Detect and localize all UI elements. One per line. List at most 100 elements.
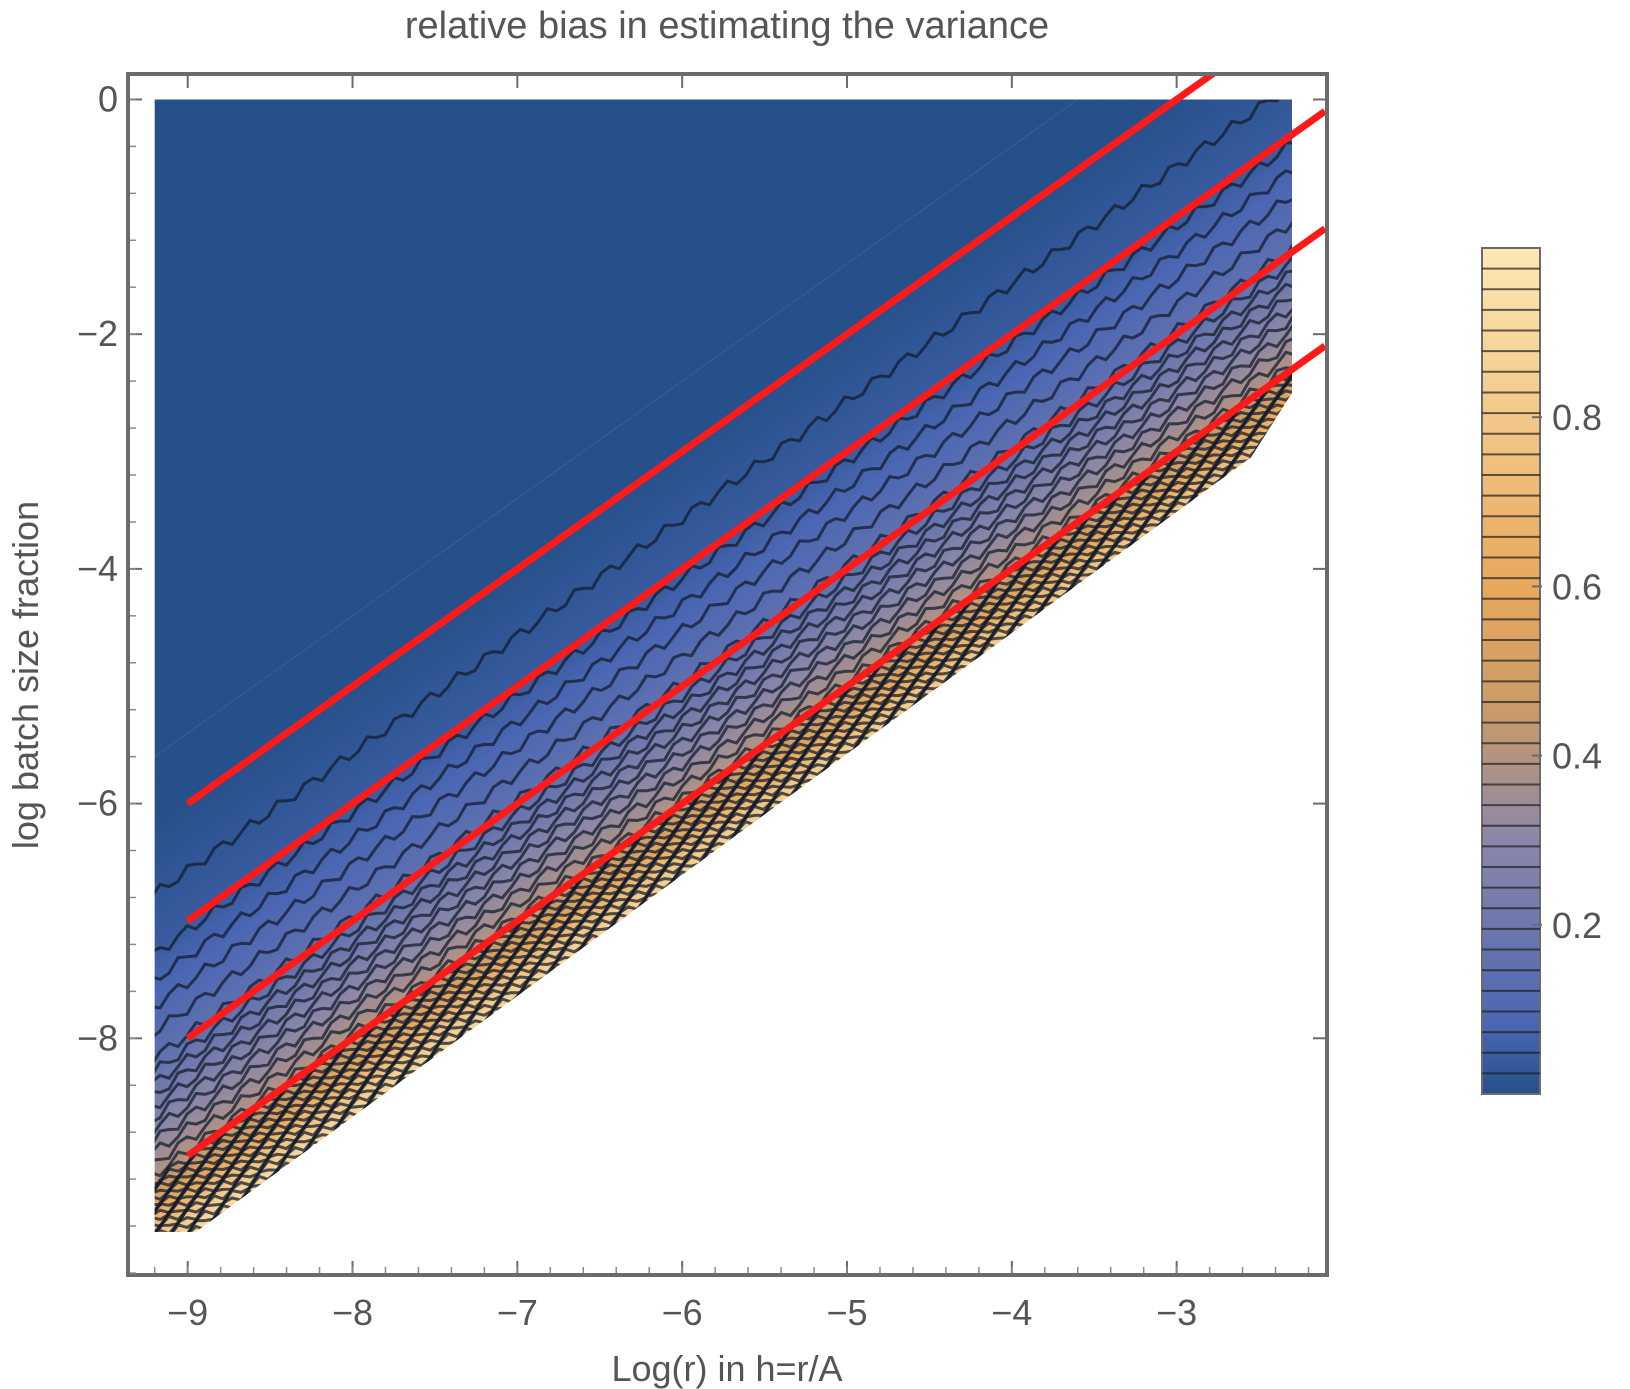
red-reference-line xyxy=(185,108,1325,924)
contour-band xyxy=(154,99,1293,1013)
contour-line xyxy=(154,127,1293,1022)
contour-band xyxy=(154,99,1293,898)
contour-band xyxy=(154,99,1293,925)
y-tick-label: 0 xyxy=(98,78,118,119)
contour-line xyxy=(154,99,1293,932)
contour-band xyxy=(154,99,1293,1178)
contour-band xyxy=(154,99,1293,1155)
contour-band xyxy=(154,99,1293,930)
x-tick-label: −3 xyxy=(1156,1292,1197,1333)
contour-band xyxy=(154,99,1293,958)
contour-band xyxy=(154,99,1293,1187)
contour-band xyxy=(154,99,1293,985)
colorbar-tick-label: 0.6 xyxy=(1552,566,1602,607)
contour-band xyxy=(154,123,1293,1215)
contour-band xyxy=(154,99,1293,990)
contour-band xyxy=(154,99,1293,1068)
contour-band xyxy=(154,99,1293,892)
contour-line xyxy=(154,241,1293,1137)
contour-band xyxy=(154,99,1293,1132)
contour-band xyxy=(154,99,1293,916)
x-tick-label: −5 xyxy=(826,1292,867,1333)
contour-line xyxy=(154,256,1293,1166)
contour-band xyxy=(154,99,1293,981)
contour-line xyxy=(154,99,1293,995)
contour-line xyxy=(154,354,1293,1232)
contour-band xyxy=(154,99,1293,1114)
contour-line xyxy=(154,374,1293,1232)
contour-band xyxy=(154,99,1293,948)
contour-band xyxy=(154,215,1293,1232)
y-tick-label: −6 xyxy=(77,783,118,824)
contour-line xyxy=(154,359,1293,1232)
contour-band xyxy=(154,99,1293,953)
contour-band xyxy=(154,99,1293,994)
contour-band xyxy=(154,99,1293,912)
colorbar-tick-label: 0.4 xyxy=(1552,736,1602,777)
contour-band xyxy=(154,99,1293,935)
contour-band xyxy=(154,206,1293,1232)
contour-band xyxy=(154,99,1293,944)
colorbar-level-lines xyxy=(1482,267,1540,1075)
contour-band xyxy=(154,99,1293,971)
contour-band xyxy=(154,99,1293,939)
contour-band xyxy=(154,99,1293,1063)
contour-band xyxy=(154,146,1293,1232)
x-axis-label: Log(r) in h=r/A xyxy=(611,1348,842,1389)
axis-ticks: −9 −8 −7 −6 −5 −4 −3 0 −2 −4 −6 −8 xyxy=(77,75,1326,1333)
contour-line xyxy=(154,339,1293,1232)
contour-band xyxy=(154,99,1293,1004)
y-tick-label: −2 xyxy=(77,313,118,354)
contour-line xyxy=(154,265,1293,1174)
contour-band xyxy=(154,99,1293,1045)
colorbar-tick-label: 0.2 xyxy=(1552,905,1602,946)
contour-line xyxy=(154,308,1293,1205)
contour-band xyxy=(154,99,1293,1050)
x-tick-label: −8 xyxy=(332,1292,373,1333)
y-tick-label: −4 xyxy=(77,548,118,589)
contour-band xyxy=(154,192,1293,1232)
contour-band xyxy=(154,99,1293,1100)
contour-band xyxy=(154,99,1293,1160)
contour-band xyxy=(154,99,1293,976)
contour-line xyxy=(154,149,1293,1053)
y-axis-label: log batch size fraction xyxy=(5,501,46,849)
colorbar-ticks: 0.2 0.4 0.6 0.8 xyxy=(1532,397,1602,946)
red-reference-line xyxy=(185,76,1216,807)
contour-line xyxy=(154,293,1293,1189)
contour-band xyxy=(154,99,1293,1072)
contour-band xyxy=(154,201,1293,1232)
contour-band xyxy=(154,99,1293,1128)
contour-band xyxy=(154,99,1293,902)
contour-line xyxy=(154,278,1293,1180)
colorbar-tick-label: 0.8 xyxy=(1552,397,1602,438)
contour-line xyxy=(154,380,1293,1232)
contour-band xyxy=(154,99,1293,1022)
reference-lines xyxy=(185,76,1325,1159)
contour-line xyxy=(154,225,1293,1122)
contour-band xyxy=(154,99,1293,1109)
contour-band xyxy=(154,99,1293,999)
contour-band xyxy=(154,99,1293,1054)
x-tick-label: −6 xyxy=(662,1292,703,1333)
x-tick-label: −9 xyxy=(167,1292,208,1333)
contour-band xyxy=(154,99,1293,1017)
contour-band xyxy=(154,99,1293,1059)
x-tick-label: −7 xyxy=(497,1292,538,1333)
colorbar: 0.2 0.4 0.6 0.8 xyxy=(1481,247,1602,1095)
chart-title: relative bias in estimating the variance xyxy=(405,5,1049,47)
contour-band xyxy=(154,99,1293,1105)
colorbar-fill xyxy=(1481,247,1541,1095)
contour-band xyxy=(154,99,1293,1036)
contour-line xyxy=(154,334,1293,1230)
contour-band xyxy=(154,99,1293,907)
contour-band xyxy=(154,99,1293,1183)
red-reference-line xyxy=(185,225,1325,1042)
x-tick-label: −4 xyxy=(991,1292,1032,1333)
contour-line xyxy=(154,170,1293,1080)
contour-line xyxy=(154,250,1293,1152)
contour-band xyxy=(154,99,1293,1040)
red-reference-line xyxy=(185,343,1325,1159)
contour-band xyxy=(154,99,1293,921)
